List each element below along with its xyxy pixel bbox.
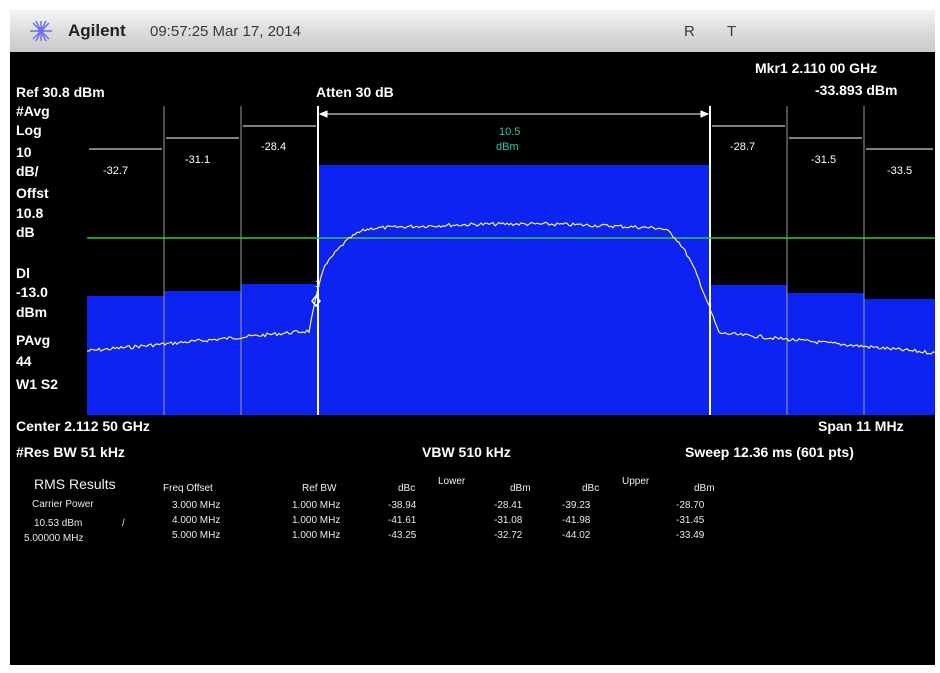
analyzer-screen: Agilent 09:57:25 Mar 17, 2014 R T Mkr1 2… xyxy=(10,10,935,665)
offset-label: Offst xyxy=(16,185,49,201)
adjacent-power-upper-1: -28.7 xyxy=(730,141,755,153)
power-avg-label: PAvg xyxy=(16,332,51,348)
ref-level: Ref 30.8 dBm xyxy=(16,84,105,100)
bandwidth-markers xyxy=(89,110,933,150)
adjacent-channel-lower-3 xyxy=(87,296,164,415)
carrier-bandwidth: 5.00000 MHz xyxy=(24,533,84,544)
main-channel-power: 10.5 xyxy=(499,126,520,138)
row2-upper-dbc: -41.98 xyxy=(562,515,591,526)
row1-upper-dbm: -28.70 xyxy=(676,500,705,511)
col-ref-bw: Ref BW xyxy=(302,483,337,494)
adjacent-power-lower-1: -28.4 xyxy=(261,141,286,153)
power-avg-count: 44 xyxy=(16,353,32,369)
scale-type: Log xyxy=(16,122,42,138)
offset-value: 10.8 xyxy=(16,205,44,221)
date-time: 09:57:25 Mar 17, 2014 xyxy=(150,23,301,40)
row2-ref-bw: 1.000 MHz xyxy=(292,515,341,526)
col-freq-offset: Freq Offset xyxy=(163,483,213,494)
graticule xyxy=(163,106,865,415)
spectrum-plot[interactable]: 1 10.5 dBm -32.7 -31.1 -28.4 -28.7 -31.5… xyxy=(87,106,935,415)
lower-header: Lower xyxy=(438,476,466,487)
agilent-spark-icon xyxy=(30,20,52,42)
svg-text:1: 1 xyxy=(315,279,320,289)
display-line-unit: dBm xyxy=(16,304,48,320)
display-line-value: -13.0 xyxy=(16,284,48,300)
row2-lower-dbc: -41.61 xyxy=(388,515,417,526)
adjacent-channel-upper-1 xyxy=(710,285,787,415)
status-flag-t: T xyxy=(727,23,737,40)
adjacent-power-lower-3: -32.7 xyxy=(103,165,128,177)
adjacent-channel-lower-1 xyxy=(241,284,318,415)
display-line-label: Dl xyxy=(16,265,30,281)
marker-amplitude: -33.893 dBm xyxy=(815,82,898,98)
adjacent-channel-upper-3 xyxy=(864,299,935,415)
col-lower-dbm: dBm xyxy=(510,483,531,494)
adjacent-power-lower-2: -31.1 xyxy=(185,154,210,166)
status-flag-r: R xyxy=(684,23,695,40)
col-lower-dbc: dBc xyxy=(398,483,416,494)
row1-lower-dbc: -38.94 xyxy=(388,500,417,511)
scale-unit: dB/ xyxy=(16,163,39,179)
upper-header: Upper xyxy=(622,476,650,487)
marker-1[interactable]: 1 xyxy=(311,279,321,308)
row1-lower-dbm: -28.41 xyxy=(494,500,523,511)
row2-lower-dbm: -31.08 xyxy=(494,515,523,526)
row3-lower-dbm: -32.72 xyxy=(494,530,523,541)
center-frequency: Center 2.112 50 GHz xyxy=(16,418,150,434)
main-channel-unit: dBm xyxy=(496,141,519,153)
carrier-power-value: 10.53 dBm xyxy=(34,518,83,529)
resolution-bw: #Res BW 51 kHz xyxy=(16,444,125,460)
avg-indicator: #Avg xyxy=(16,103,50,119)
main-channel-block xyxy=(318,165,710,415)
row3-lower-dbc: -43.25 xyxy=(388,530,417,541)
offset-unit: dB xyxy=(16,224,35,240)
adjacent-channel-upper-2 xyxy=(787,293,864,415)
row3-upper-dbc: -44.02 xyxy=(562,530,591,541)
row2-freq-offset: 4.000 MHz xyxy=(172,515,221,526)
spectrum-trace xyxy=(87,221,935,355)
col-upper-dbc: dBc xyxy=(582,483,600,494)
row3-upper-dbm: -33.49 xyxy=(676,530,705,541)
carrier-separator: / xyxy=(122,518,125,529)
title-bar: Agilent 09:57:25 Mar 17, 2014 R T xyxy=(10,10,935,52)
frequency-span: Span 11 MHz xyxy=(818,418,904,434)
attenuation: Atten 30 dB xyxy=(316,84,394,100)
col-upper-dbm: dBm xyxy=(694,483,715,494)
scale-value: 10 xyxy=(16,144,32,160)
row1-ref-bw: 1.000 MHz xyxy=(292,500,341,511)
carrier-power-label: Carrier Power xyxy=(32,499,94,510)
channel-boundaries xyxy=(317,106,711,415)
brand-name: Agilent xyxy=(68,21,126,40)
row2-upper-dbm: -31.45 xyxy=(676,515,705,526)
results-title: RMS Results xyxy=(34,476,116,492)
row1-freq-offset: 3.000 MHz xyxy=(172,500,221,511)
row3-freq-offset: 5.000 MHz xyxy=(172,530,221,541)
sweep-time: Sweep 12.36 ms (601 pts) xyxy=(685,444,854,460)
row3-ref-bw: 1.000 MHz xyxy=(292,530,341,541)
adjacent-power-upper-2: -31.5 xyxy=(811,154,836,166)
video-bw: VBW 510 kHz xyxy=(422,444,511,460)
adjacent-power-upper-3: -33.5 xyxy=(887,165,912,177)
trace-window-label: W1 S2 xyxy=(16,376,59,392)
marker-frequency: Mkr1 2.110 00 GHz xyxy=(755,60,878,76)
adjacent-channel-lower-2 xyxy=(164,291,241,415)
row1-upper-dbc: -39.23 xyxy=(562,500,591,511)
